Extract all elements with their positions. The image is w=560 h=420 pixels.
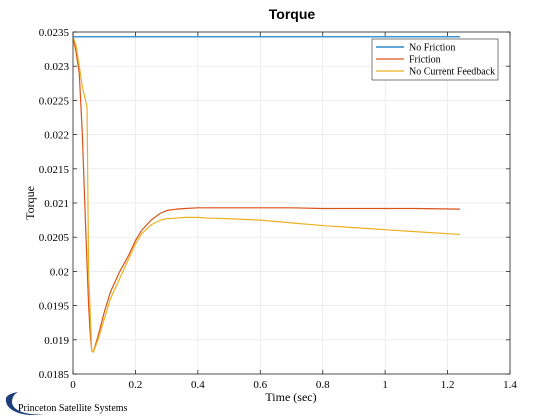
y-tick-label: 0.0235 [39, 27, 70, 39]
legend-entry: No Current Feedback [409, 67, 495, 78]
x-tick-label: 0.4 [191, 379, 205, 391]
chart-title: Torque [269, 6, 316, 22]
x-tick-label: 0 [70, 379, 76, 391]
series-line-1 [72, 36, 461, 353]
series-line-2 [72, 36, 461, 353]
swoosh-icon [5, 392, 44, 416]
x-tick-label: 1.2 [441, 379, 455, 391]
logo: Princeton Satellite Systems [5, 392, 128, 416]
axis-ticks [72, 31, 511, 375]
y-tick-label: 0.022 [44, 130, 69, 142]
y-tick-label: 0.0195 [39, 301, 70, 313]
y-tick-label: 0.021 [44, 198, 69, 210]
y-tick-label: 0.019 [44, 335, 69, 347]
y-axis-label: Torque [23, 186, 37, 220]
x-tick-labels: 0 0.2 0.4 0.6 0.8 1 1.2 1.4 [70, 379, 517, 391]
x-tick-label: 1 [382, 379, 388, 391]
y-tick-label: 0.023 [44, 61, 69, 73]
y-tick-label: 0.0215 [39, 164, 70, 176]
y-tick-label: 0.02 [50, 266, 69, 278]
legend-entry: Friction [409, 55, 441, 66]
x-tick-label: 0.8 [316, 379, 330, 391]
y-tick-label: 0.0185 [39, 369, 70, 381]
x-tick-label: 0.2 [129, 379, 143, 391]
legend-entry: No Friction [409, 43, 455, 54]
y-tick-label: 0.0205 [39, 232, 70, 244]
logo-text: Princeton Satellite Systems [18, 403, 128, 414]
x-axis-label: Time (sec) [265, 390, 316, 404]
y-tick-labels: 0.0185 0.019 0.0195 0.02 0.0205 0.021 0.0215 0.… [39, 27, 70, 381]
y-tick-label: 0.0225 [39, 95, 70, 107]
x-tick-label: 0.6 [253, 379, 267, 391]
x-tick-label: 1.4 [503, 379, 517, 391]
series-lines [72, 36, 461, 353]
